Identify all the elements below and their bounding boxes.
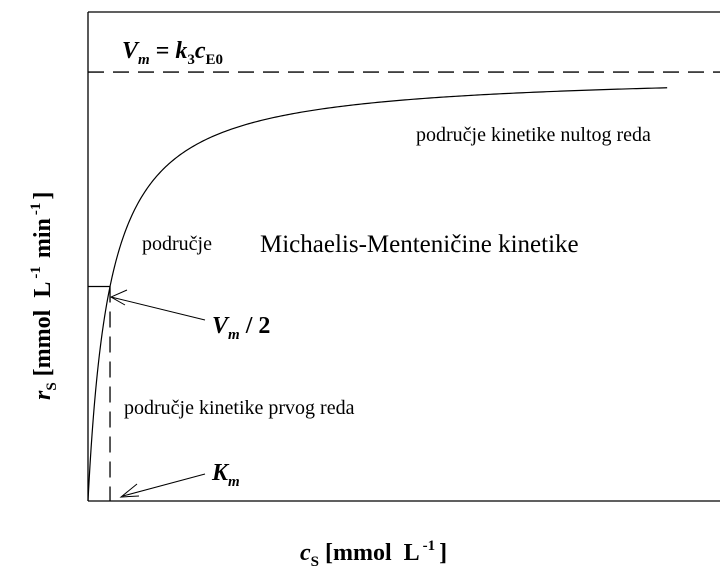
y-label-exp1: -1	[28, 266, 44, 279]
x-label-sub: S	[311, 554, 319, 570]
y-label-exp2: -1	[28, 203, 44, 216]
y-label-units: [mmol L	[30, 282, 56, 377]
x-label-var: c	[300, 540, 311, 566]
mm-region-label-a: područje	[142, 233, 212, 255]
plot-frame	[87, 11, 720, 502]
x-label-close: ]	[439, 540, 447, 566]
x-label-units: [mmol L	[325, 540, 420, 566]
first-order-label: područje kinetike prvog reda	[124, 397, 355, 419]
km-label: Km	[211, 460, 240, 490]
x-axis-label: cS [mmol L -1]	[300, 538, 447, 570]
michaelis-menten-curve	[87, 87, 668, 502]
half-vm-arrow	[109, 289, 206, 321]
x-label-exp: -1	[423, 538, 436, 554]
reference-lines	[88, 71, 720, 501]
vm-equation: Vm = k3cE0	[122, 38, 223, 68]
vm-eq-k: k	[175, 38, 187, 64]
half-vm-v: V	[212, 313, 230, 339]
vm-eq-equals: =	[150, 38, 176, 64]
vm-eq-c-sub: E0	[206, 52, 224, 68]
vm-eq-c: c	[195, 38, 206, 64]
y-label-var: r	[30, 390, 56, 400]
half-vm-rest: / 2	[240, 313, 271, 339]
mm-region-label-b: Michaelis-Menteničine kinetike	[260, 231, 579, 258]
km-k: K	[211, 460, 230, 486]
km-sub: m	[228, 474, 240, 490]
half-vm-label: Vm / 2	[212, 313, 270, 343]
half-vm-sub: m	[228, 327, 240, 343]
y-label-close: ]	[30, 192, 56, 200]
km-arrow	[119, 473, 206, 498]
vm-eq-k-sub: 3	[187, 52, 195, 68]
y-label-sub: S	[44, 382, 60, 390]
y-label-min: min	[30, 218, 56, 258]
zero-order-label: područje kinetike nultog reda	[416, 124, 651, 146]
vm-eq-lhs: V	[122, 38, 140, 64]
y-axis-label: rS [mmol L -1 min -1]	[28, 192, 60, 400]
vm-eq-lhs-sub: m	[138, 52, 150, 68]
